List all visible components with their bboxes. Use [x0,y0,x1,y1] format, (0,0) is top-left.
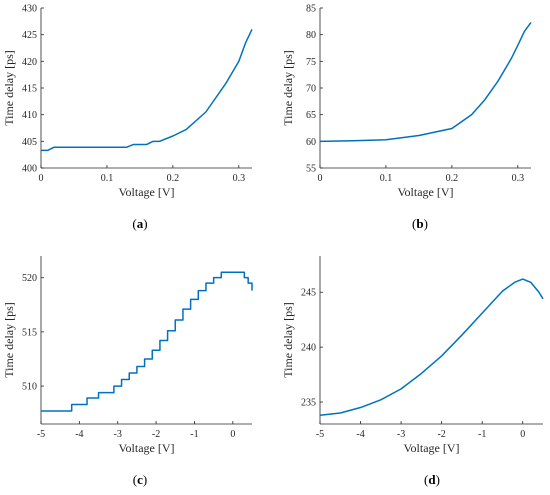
series-line [320,278,544,416]
x-tick-label: -2 [437,429,445,440]
x-tick-label: 0.3 [233,173,246,184]
panel-caption: (c) [133,472,147,487]
y-tick-label: 420 [22,57,37,68]
y-tick-label: 515 [22,327,37,338]
y-tick-label: 60 [306,137,316,148]
x-axis-label: Voltage [V] [397,185,453,199]
x-tick-label: -1 [190,429,198,440]
x-axis-label: Voltage [V] [403,441,459,455]
x-tick-label: 0.1 [380,173,393,184]
series-line [41,29,253,152]
x-axis-label: Voltage [V] [118,185,174,199]
x-tick-label: -4 [75,429,83,440]
x-tick-label: -3 [114,429,122,440]
y-tick-label: 245 [301,288,316,299]
y-tick-label: 55 [306,164,316,175]
panel-c: -5 -4 -3 -2 -1 0 510 515 520 Voltage [V] Time dela… [2,256,253,487]
x-tick-label: 0 [39,173,44,184]
x-tick-label: 0.2 [446,173,459,184]
panel-caption-letter: b [416,216,423,231]
y-axis-label: Time delay [ps] [2,50,16,126]
y-tick-label: 520 [22,273,37,284]
y-tick-label: 85 [306,4,316,15]
y-tick-label: 400 [22,164,37,175]
y-tick-label: 415 [22,84,37,95]
x-tick-label: -5 [316,429,324,440]
x-tick-label: 0 [318,173,323,184]
y-tick-label: 425 [22,30,37,41]
y-tick-label: 65 [306,110,316,121]
y-tick-label: 510 [22,382,37,393]
panel-d: -5 -4 -3 -2 -1 0 235 240 245 Voltage [V] Time dela… [281,256,544,487]
y-tick-label: 75 [306,57,316,68]
y-tick-label: 430 [22,4,37,15]
x-tick-label: 0 [520,429,525,440]
panel-caption-letter: a [137,216,144,231]
x-tick-label: -4 [356,429,364,440]
x-tick-label: 0.3 [512,173,525,184]
panel-caption: (d) [424,472,440,487]
x-tick-label: 0.2 [167,173,180,184]
y-tick-label: 240 [301,343,316,354]
y-tick-label: 80 [306,30,316,41]
panel-b: 0 0.1 0.2 0.3 55 60 65 70 75 80 85 Voltage [V] Time … [281,4,532,231]
panel-a: 0 0.1 0.2 0.3 400 405 410 415 420 425 430 Voltage [… [2,4,253,231]
x-tick-label: 0 [230,429,235,440]
x-axis-label: Voltage [V] [118,441,174,455]
panel-caption: (b) [412,216,428,231]
x-tick-label: -2 [152,429,160,440]
y-tick-label: 410 [22,110,37,121]
panel-caption-letter: c [137,472,143,487]
y-axis-label: Time delay [ps] [281,302,295,378]
x-tick-label: -3 [397,429,405,440]
y-axis-label: Time delay [ps] [281,50,295,126]
y-tick-label: 405 [22,137,37,148]
y-tick-label: 235 [301,398,316,409]
y-axis-label: Time delay [ps] [2,302,16,378]
series-line [320,21,532,143]
panel-caption: (a) [132,216,147,231]
x-tick-label: -1 [478,429,486,440]
series-line [41,271,253,412]
x-tick-label: 0.1 [101,173,114,184]
y-tick-label: 70 [306,84,316,95]
x-tick-label: -5 [37,429,45,440]
panel-caption-letter: d [428,472,436,487]
